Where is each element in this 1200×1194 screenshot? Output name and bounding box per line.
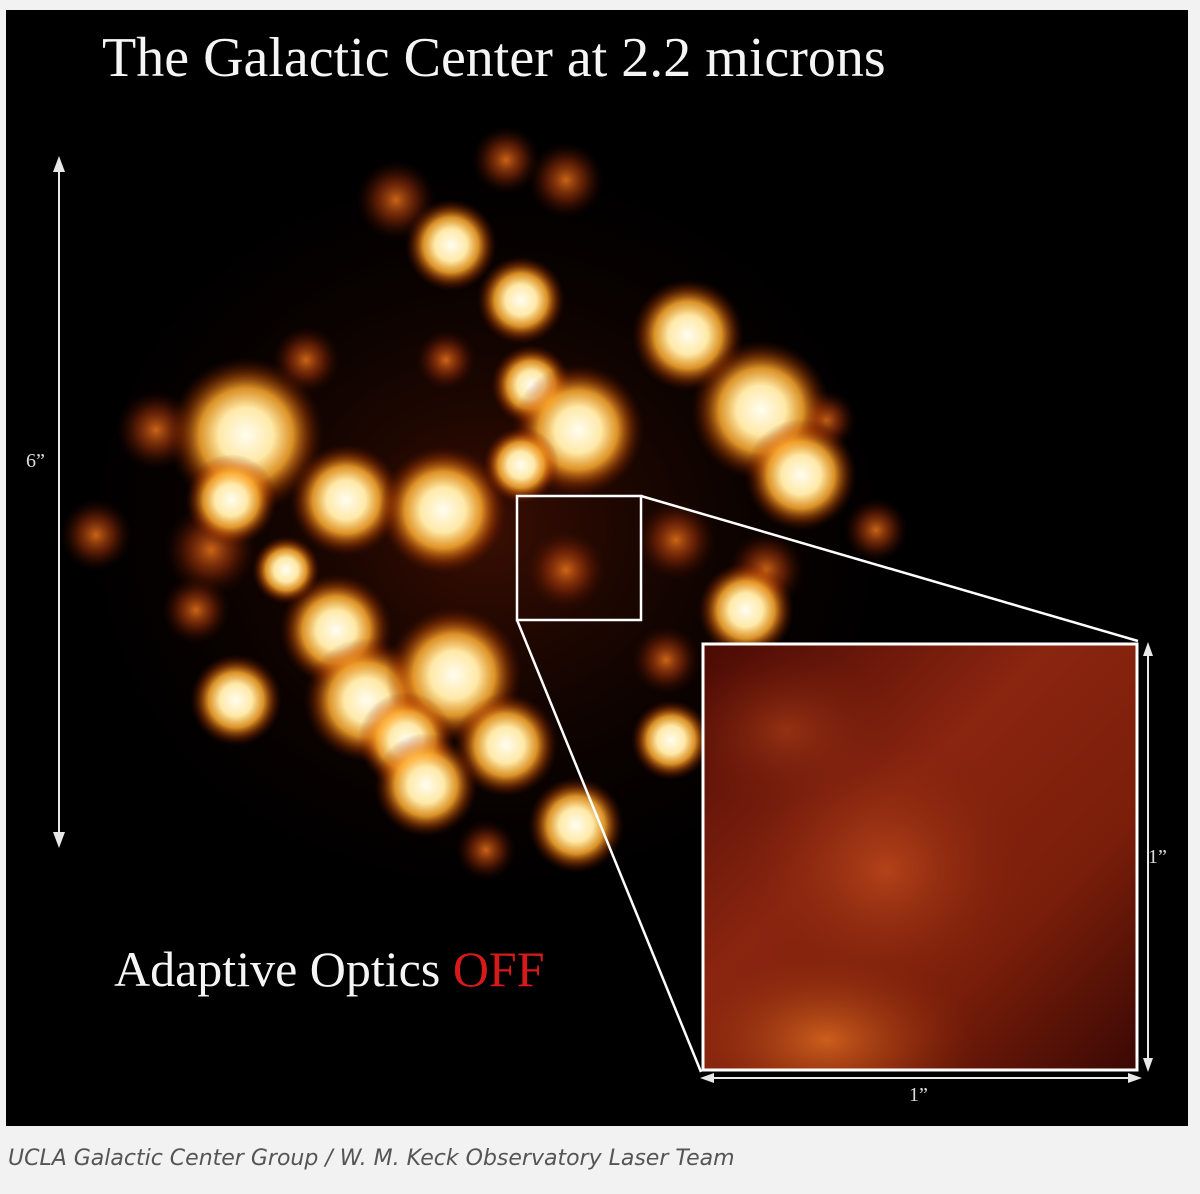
galactic-center-figure: The Galactic Center at 2.2 microns Adapt… — [6, 10, 1188, 1126]
zoom-inset — [701, 642, 1139, 1072]
zoom-region-box — [515, 494, 1139, 1073]
vertical-scale-arrow — [53, 156, 65, 848]
vertical-scale-label: 6” — [26, 450, 45, 472]
adaptive-optics-state: OFF — [452, 941, 545, 997]
adaptive-optics-label-prefix: Adaptive Optics — [114, 941, 453, 997]
adaptive-optics-label: Adaptive Optics OFF — [114, 940, 545, 998]
inset-horizontal-scale-arrow — [700, 1073, 1142, 1083]
inset-vertical-scale-arrow — [1143, 642, 1153, 1072]
figure-title: The Galactic Center at 2.2 microns — [102, 27, 886, 89]
star-field-image — [53, 126, 1153, 1083]
image-credit-caption: UCLA Galactic Center Group / W. M. Keck … — [8, 1146, 735, 1171]
inset-horizontal-scale-label: 1” — [909, 1084, 928, 1106]
inset-vertical-scale-label: 1” — [1148, 846, 1167, 868]
